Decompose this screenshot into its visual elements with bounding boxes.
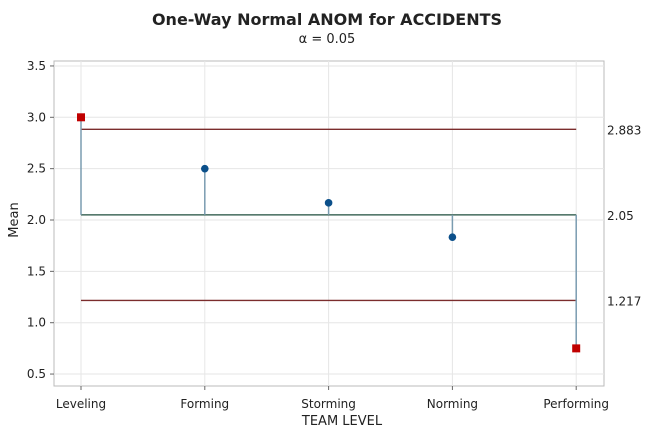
data-point xyxy=(448,233,457,241)
y-tick-label: 2.5 xyxy=(27,162,46,176)
y-axis-label: Mean xyxy=(7,202,22,237)
data-point xyxy=(201,164,209,173)
x-tick-label: Performing xyxy=(543,397,609,411)
center-line-label: 2.05 xyxy=(607,209,634,223)
y-tick-label: 1.5 xyxy=(27,264,46,278)
chart-title: One-Way Normal ANOM for ACCIDENTS xyxy=(152,10,502,29)
y-tick-label: 3.0 xyxy=(27,110,46,124)
chart-subtitle: α = 0.05 xyxy=(299,32,356,47)
data-point-out xyxy=(77,113,85,122)
lower-limit-line-label: 1.217 xyxy=(607,294,641,308)
y-tick-label: 1.0 xyxy=(27,316,46,330)
y-tick-label: 2.0 xyxy=(27,213,46,227)
data-point-out xyxy=(572,344,581,353)
x-tick-label: Leveling xyxy=(56,397,106,411)
x-tick-label: Norming xyxy=(427,397,478,411)
y-tick-label: 0.5 xyxy=(27,367,46,381)
x-tick-label: Forming xyxy=(180,397,229,411)
upper-limit-line-label: 2.883 xyxy=(607,123,641,137)
x-tick-label: Storming xyxy=(301,397,356,411)
data-point xyxy=(324,199,333,207)
x-axis-label: TEAM LEVEL xyxy=(301,414,383,429)
y-tick-label: 3.5 xyxy=(27,59,46,73)
